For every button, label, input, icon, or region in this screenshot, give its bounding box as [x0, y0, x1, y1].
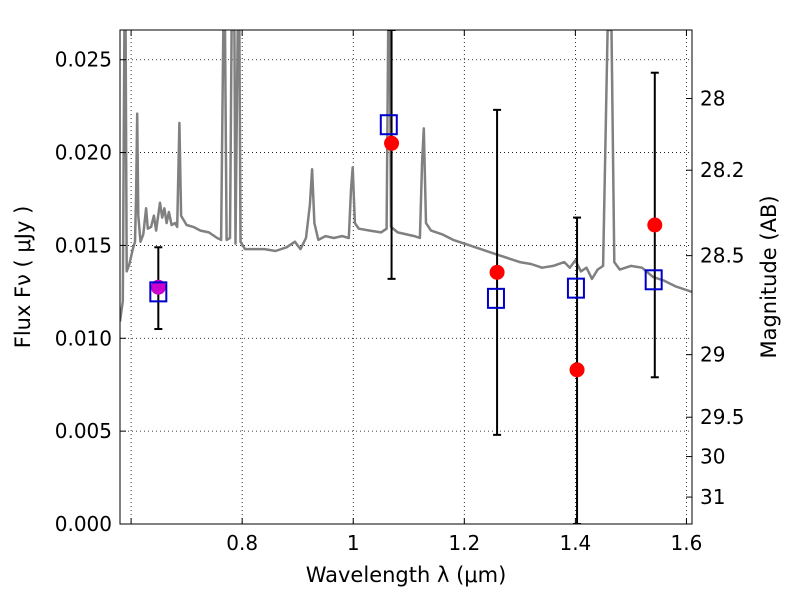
observed-flux-point	[647, 217, 663, 233]
model-flux-square	[149, 281, 168, 303]
observed-flux-point	[569, 362, 585, 378]
model-flux-square	[379, 114, 398, 136]
grid-lines	[120, 30, 692, 524]
y-tick-label: 0.000	[55, 512, 112, 536]
model-flux-square	[644, 269, 663, 291]
y-tick-label: 0.005	[55, 419, 112, 443]
y-tick-label: 0.025	[55, 48, 112, 72]
x-axis-label: Wavelength λ (μm)	[306, 563, 507, 587]
model-flux-square	[566, 277, 585, 299]
x-tick-label: 0.8	[226, 531, 258, 555]
model-flux-square	[486, 287, 505, 309]
observed-flux-point	[489, 264, 505, 280]
y2-tick-label: 28.5	[700, 244, 745, 268]
plot-area-background	[120, 30, 692, 524]
y-tick-label: 0.010	[55, 326, 112, 350]
plot-frame	[119, 29, 693, 525]
data-layer	[120, 30, 692, 524]
x-tick-label: 1	[347, 531, 360, 555]
x-tick-label: 1.2	[448, 531, 480, 555]
y2-tick-label: 29	[700, 343, 725, 367]
y2-tick-label: 30	[700, 445, 725, 469]
y2-tick-label: 31	[700, 485, 725, 509]
x-tick-label: 1.4	[559, 531, 591, 555]
x-tick-label: 1.6	[671, 531, 703, 555]
observed-flux-point	[150, 279, 166, 295]
y-axis-label: Flux Fν ( μJy )	[11, 206, 35, 349]
axis-ticks: 0.8 1 1.2 1.4 1.6 0.000 0.005 0.010 0.015 0.020 0.…	[55, 30, 745, 555]
y2-tick-label: 28.2	[700, 158, 745, 182]
y-tick-label: 0.020	[55, 141, 112, 165]
y2-tick-label: 29.5	[700, 405, 745, 429]
y2-axis-label: Magnitude (AB)	[757, 195, 781, 358]
observed-flux-point	[384, 135, 400, 151]
y2-tick-label: 28	[700, 87, 725, 111]
y-tick-label: 0.015	[55, 233, 112, 257]
model-spectrum-line	[120, 30, 692, 322]
